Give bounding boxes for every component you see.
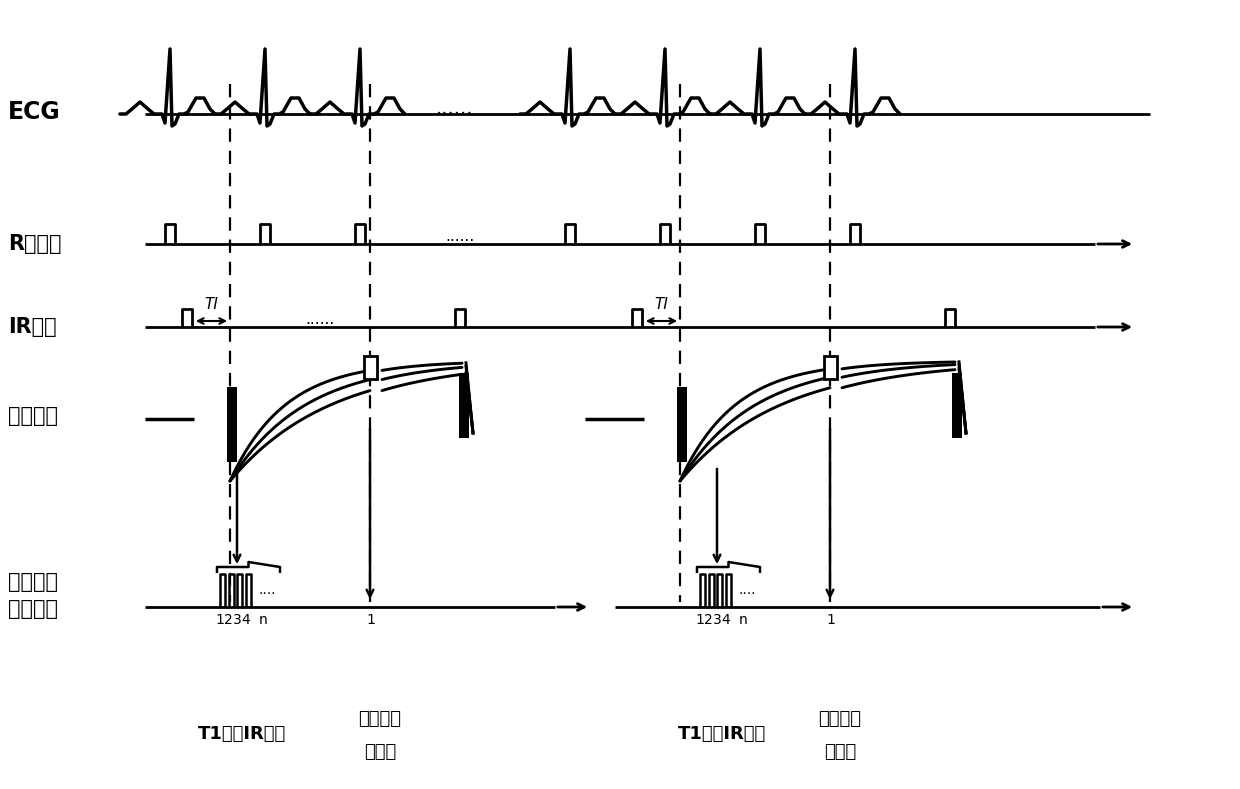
Text: ....: .... <box>738 584 755 597</box>
Text: 低翻转角: 低翻转角 <box>7 572 58 592</box>
Text: 磁化强度: 磁化强度 <box>7 406 58 426</box>
Bar <box>363 356 377 379</box>
Text: 第二层参: 第二层参 <box>818 710 862 728</box>
Text: 4: 4 <box>722 613 730 627</box>
Bar <box>227 387 237 462</box>
Text: 1: 1 <box>696 613 704 627</box>
Text: 4: 4 <box>241 613 250 627</box>
Text: ......: ...... <box>436 99 474 118</box>
Text: 2: 2 <box>704 613 713 627</box>
Bar <box>952 373 962 438</box>
Text: ......: ...... <box>445 230 475 245</box>
Text: 3: 3 <box>713 613 722 627</box>
Bar <box>677 387 687 462</box>
Text: 1: 1 <box>367 613 376 627</box>
Text: ....: .... <box>258 584 275 597</box>
Text: 第一层参: 第一层参 <box>358 710 402 728</box>
Text: TI: TI <box>205 297 218 312</box>
Text: T1加权IR数据: T1加权IR数据 <box>198 725 286 743</box>
Text: ......: ...... <box>305 312 335 327</box>
Text: 考数据: 考数据 <box>363 743 396 761</box>
Text: 1: 1 <box>216 613 224 627</box>
Text: 2: 2 <box>224 613 233 627</box>
Bar <box>823 356 837 379</box>
Text: n: n <box>259 613 268 627</box>
Text: 3: 3 <box>233 613 242 627</box>
Text: n: n <box>739 613 748 627</box>
Text: IR脉冲: IR脉冲 <box>7 317 57 337</box>
Text: 分段获取: 分段获取 <box>7 599 58 619</box>
Bar <box>459 373 469 438</box>
Text: T1加权IR数据: T1加权IR数据 <box>678 725 766 743</box>
Text: R波触发: R波触发 <box>7 234 62 254</box>
Text: 1: 1 <box>827 613 836 627</box>
Text: TI: TI <box>655 297 668 312</box>
Text: ECG: ECG <box>7 100 61 124</box>
Text: 考数据: 考数据 <box>823 743 856 761</box>
